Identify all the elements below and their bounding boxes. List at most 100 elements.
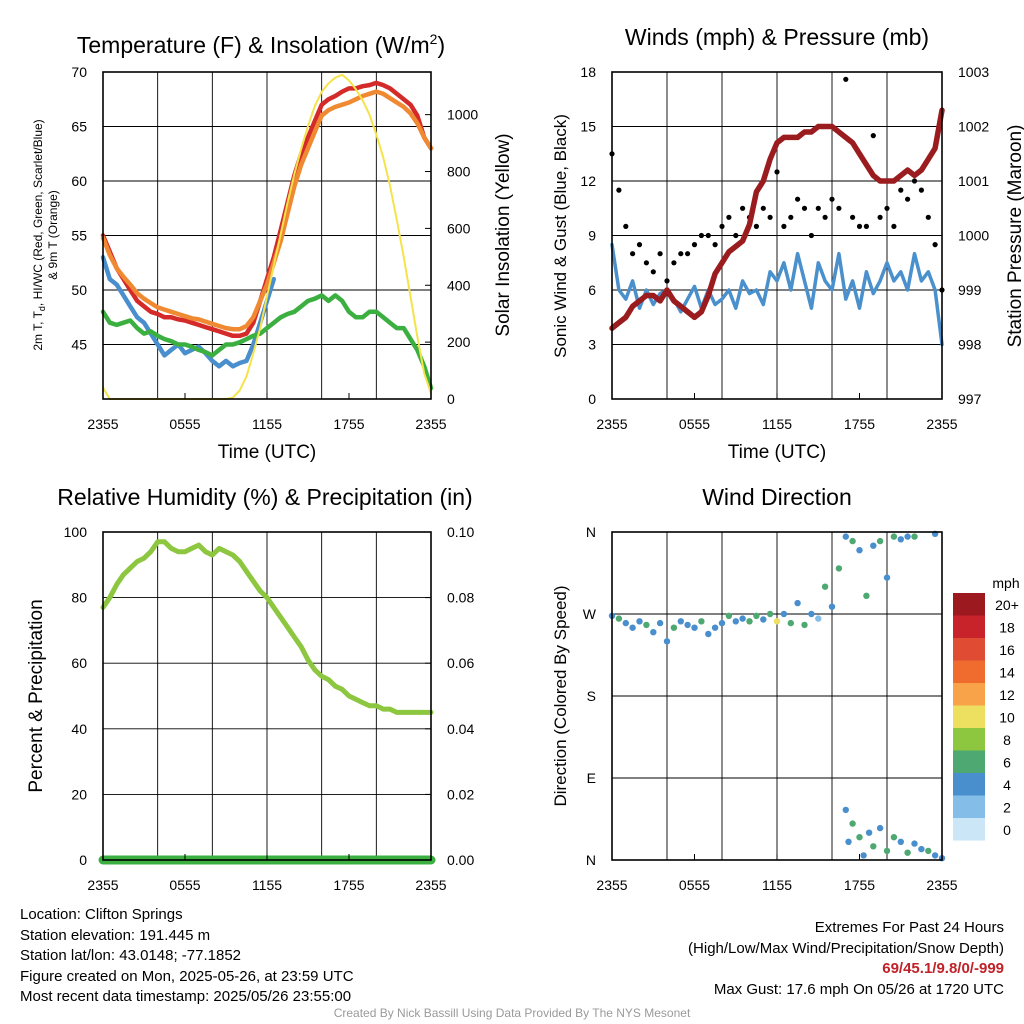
station-elevation: Station elevation: 191.445 m (20, 926, 211, 944)
y-axis-label-left: Sonic Wind & Gust (Blue, Black) (551, 114, 570, 358)
legend-swatch (953, 615, 985, 638)
direction-point (835, 565, 843, 572)
chart-title: Temperature (F) & Insolation (W/m2) (77, 31, 445, 58)
y-tick-label-left: 3 (588, 337, 596, 353)
y-tick-label-right: 600 (447, 220, 471, 236)
legend-swatch (953, 683, 985, 706)
direction-point (890, 533, 898, 540)
direction-point (691, 624, 698, 631)
direction-point (725, 612, 733, 619)
y-tick-label-right: 0.00 (447, 852, 474, 868)
legend-swatch (953, 750, 985, 773)
speed-legend: mph 20+ 18 16 14 12 10 8 6 4 2 0 (953, 575, 1020, 841)
gust-point (808, 232, 815, 239)
y-axis-label-line2: & 9m T (Orange) (46, 190, 60, 280)
gust-point (911, 178, 918, 184)
gust-point (616, 187, 622, 193)
gust-point (774, 169, 780, 175)
y-tick-label-left: S (587, 688, 596, 704)
chart-title: Relative Humidity (%) & Precipitation (i… (57, 484, 472, 510)
x-tick-label: 2355 (415, 416, 446, 432)
y-tick-label-left: 15 (580, 119, 596, 135)
direction-point (931, 852, 939, 859)
legend-label: 12 (999, 687, 1015, 703)
direction-point (787, 619, 794, 627)
recent-data-timestamp: Most recent data timestamp: 2025/05/26 2… (20, 988, 352, 1005)
direction-point (849, 537, 856, 545)
direction-point (711, 624, 719, 631)
y-tick-label-left: 0 (588, 391, 596, 407)
y-tick-label-left: N (586, 852, 596, 868)
direction-point (718, 619, 726, 627)
y-tick-label-right: 0.02 (447, 786, 474, 802)
extremes-values: 69/45.1/9.8/0/-999 (882, 960, 1004, 977)
y-tick-label-right: 400 (447, 277, 471, 293)
gust-point (877, 214, 883, 220)
legend-label: 16 (999, 642, 1015, 658)
y-tick-label-left: 60 (71, 173, 87, 189)
gust-point (884, 205, 890, 211)
direction-point (622, 619, 629, 627)
y-tick-label-left: 65 (71, 119, 87, 135)
series-line-station-pressure (609, 107, 945, 331)
direction-point (773, 618, 781, 625)
x-axis-label: Time (UTC) (218, 442, 317, 463)
series-line-rh (100, 539, 434, 715)
y-tick-label-left: 50 (71, 282, 87, 298)
gust-point (664, 278, 670, 284)
legend-label: 20+ (995, 597, 1019, 613)
legend-label: 18 (999, 620, 1015, 636)
direction-point (849, 820, 856, 827)
extremes-title: Extremes For Past 24 Hours (814, 919, 1004, 936)
direction-point (760, 616, 767, 623)
direction-point (780, 610, 788, 618)
gust-point (760, 205, 766, 211)
gust-point (712, 242, 718, 248)
legend-swatch (953, 818, 985, 841)
gust-point (815, 205, 821, 211)
legend-label: 14 (999, 665, 1015, 681)
direction-point (876, 537, 884, 545)
direction-point (670, 624, 678, 631)
direction-point (870, 542, 877, 549)
series-line-9m-t (100, 89, 434, 332)
gust-point (795, 196, 801, 202)
gust-point (657, 251, 663, 257)
x-tick-label: 1755 (333, 416, 364, 432)
direction-point (629, 624, 636, 631)
direction-point (677, 618, 684, 625)
x-tick-label: 2355 (926, 877, 957, 893)
extremes-subtitle: (High/Low/Max Wind/Precipitation/Snow De… (688, 939, 1004, 957)
y-tick-label-right: 999 (958, 282, 982, 298)
y-tick-label-left: E (587, 770, 596, 786)
y-axis-label-left: 2m T, Td, HI/WC (Red, Green, Scarlet/Blu… (31, 119, 60, 350)
y-tick-label-right: 800 (447, 164, 471, 180)
direction-point (815, 615, 822, 622)
x-axis-label: Time (UTC) (728, 442, 827, 463)
chart-title: Wind Direction (702, 484, 852, 510)
x-tick-label: 0555 (169, 877, 200, 893)
direction-point (863, 592, 870, 599)
direction-point (883, 847, 891, 855)
direction-point (656, 619, 664, 627)
y-tick-label-left: 9 (588, 228, 596, 244)
legend-label: 2 (1003, 800, 1011, 816)
direction-point (845, 838, 852, 845)
x-tick-label: 0555 (169, 416, 200, 432)
y-tick-label-right: 1001 (958, 173, 989, 189)
direction-point (897, 536, 904, 543)
gust-point (630, 251, 636, 257)
gust-point (685, 251, 691, 257)
gust-point (925, 214, 931, 220)
direction-point (876, 824, 884, 832)
gust-point (698, 232, 705, 239)
y-tick-label-left: 40 (71, 721, 87, 737)
legend-swatch (953, 638, 985, 661)
direction-point (828, 603, 836, 610)
station-location: Location: Clifton Springs (20, 906, 183, 923)
gust-point (719, 223, 725, 229)
direction-point (766, 610, 774, 618)
direction-point (856, 547, 863, 554)
series-line-td (100, 293, 434, 391)
